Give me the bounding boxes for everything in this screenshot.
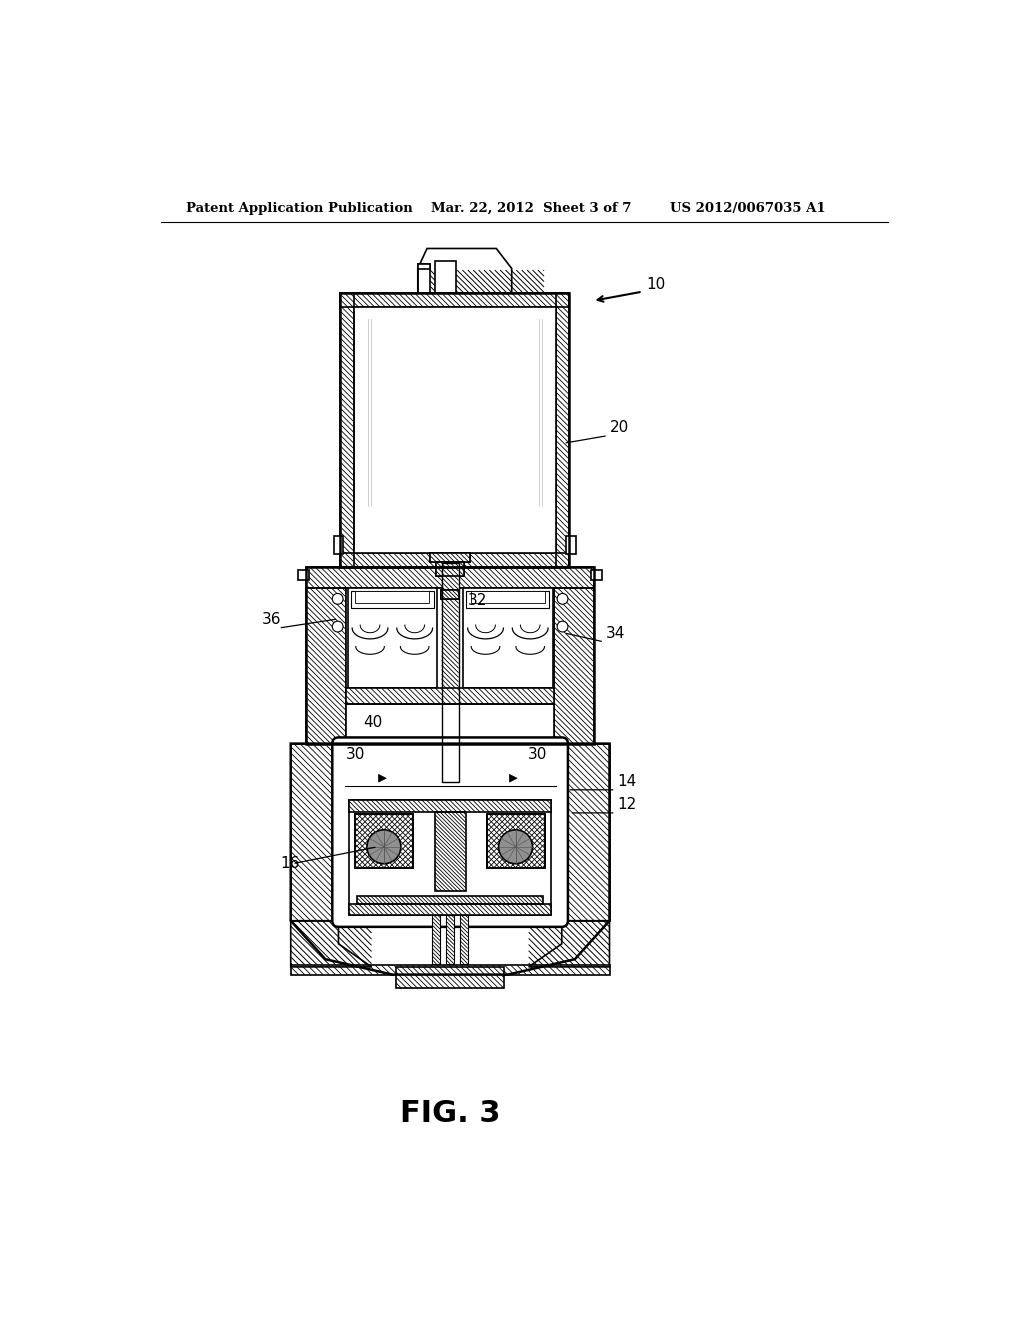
Polygon shape xyxy=(291,921,372,966)
Bar xyxy=(349,800,551,915)
Bar xyxy=(340,553,569,566)
Bar xyxy=(441,562,459,781)
Text: FIG. 3: FIG. 3 xyxy=(399,1098,501,1127)
Bar xyxy=(435,261,457,293)
Bar xyxy=(463,589,553,688)
Bar xyxy=(441,562,459,781)
Bar xyxy=(306,589,346,743)
Bar xyxy=(471,591,545,603)
Text: Mar. 22, 2012  Sheet 3 of 7: Mar. 22, 2012 Sheet 3 of 7 xyxy=(431,202,631,215)
Bar xyxy=(348,589,437,688)
Circle shape xyxy=(367,830,400,863)
Bar xyxy=(556,293,569,566)
Text: 40: 40 xyxy=(364,714,382,730)
Bar xyxy=(466,591,550,609)
Bar xyxy=(396,966,504,989)
Text: 32: 32 xyxy=(468,593,487,609)
Bar xyxy=(430,553,470,562)
Bar xyxy=(436,562,464,576)
Polygon shape xyxy=(509,775,517,781)
Circle shape xyxy=(557,622,568,632)
Bar xyxy=(357,896,544,904)
Bar xyxy=(340,293,569,308)
Bar xyxy=(441,590,460,599)
Text: 16: 16 xyxy=(281,857,300,871)
Bar xyxy=(334,536,343,554)
Text: Patent Application Publication: Patent Application Publication xyxy=(186,202,413,215)
Bar xyxy=(351,591,434,609)
Bar xyxy=(435,812,466,891)
Bar xyxy=(349,800,551,812)
Circle shape xyxy=(333,622,343,632)
Bar xyxy=(435,812,466,891)
Bar xyxy=(306,566,594,589)
Bar xyxy=(554,589,594,743)
Bar xyxy=(460,915,468,964)
Bar xyxy=(554,589,594,743)
Bar xyxy=(562,743,609,921)
Circle shape xyxy=(333,594,343,605)
Bar xyxy=(430,553,470,562)
Bar xyxy=(355,813,413,867)
Bar xyxy=(346,688,554,704)
Text: 34: 34 xyxy=(605,626,625,642)
Bar xyxy=(446,915,454,964)
Bar xyxy=(556,293,569,566)
Polygon shape xyxy=(418,248,512,293)
Bar xyxy=(355,591,429,603)
Bar xyxy=(291,743,339,921)
Bar xyxy=(418,264,430,268)
FancyBboxPatch shape xyxy=(333,738,568,927)
Polygon shape xyxy=(379,775,386,781)
Text: US 2012/0067035 A1: US 2012/0067035 A1 xyxy=(670,202,825,215)
Bar xyxy=(306,589,346,743)
Bar xyxy=(346,688,554,704)
Bar xyxy=(306,566,594,589)
Bar xyxy=(396,966,504,989)
Bar xyxy=(562,743,609,921)
Bar xyxy=(354,308,556,553)
Bar xyxy=(349,904,551,915)
Bar xyxy=(487,813,545,867)
Bar xyxy=(349,904,551,915)
Circle shape xyxy=(499,830,532,863)
Bar xyxy=(446,915,454,964)
Bar xyxy=(291,743,339,921)
Bar xyxy=(436,562,464,576)
Bar xyxy=(340,293,569,308)
Bar xyxy=(357,896,544,904)
Bar xyxy=(340,293,354,566)
Text: 20: 20 xyxy=(609,420,629,434)
Bar xyxy=(291,965,609,974)
Bar xyxy=(460,915,468,964)
Polygon shape xyxy=(528,921,609,966)
Bar xyxy=(291,965,609,974)
Bar xyxy=(346,704,554,743)
Bar xyxy=(346,589,554,743)
Bar xyxy=(340,553,569,566)
Bar xyxy=(340,293,569,566)
Bar xyxy=(298,570,309,581)
Bar xyxy=(432,915,440,964)
Bar xyxy=(418,264,430,293)
Bar xyxy=(432,915,440,964)
Bar xyxy=(340,293,354,566)
Bar xyxy=(436,562,464,576)
Text: 14: 14 xyxy=(617,774,637,789)
Text: 10: 10 xyxy=(646,277,666,292)
Circle shape xyxy=(557,594,568,605)
Text: 12: 12 xyxy=(617,797,637,812)
Text: 30: 30 xyxy=(346,747,366,762)
Bar xyxy=(487,813,545,867)
Text: 36: 36 xyxy=(261,612,281,627)
Bar xyxy=(591,570,602,581)
Bar xyxy=(430,553,470,562)
Bar xyxy=(441,590,460,599)
Bar xyxy=(441,590,460,599)
Text: 30: 30 xyxy=(528,747,547,762)
Bar xyxy=(306,566,594,743)
Bar xyxy=(355,813,413,867)
Bar xyxy=(349,800,551,812)
Bar xyxy=(566,536,575,554)
